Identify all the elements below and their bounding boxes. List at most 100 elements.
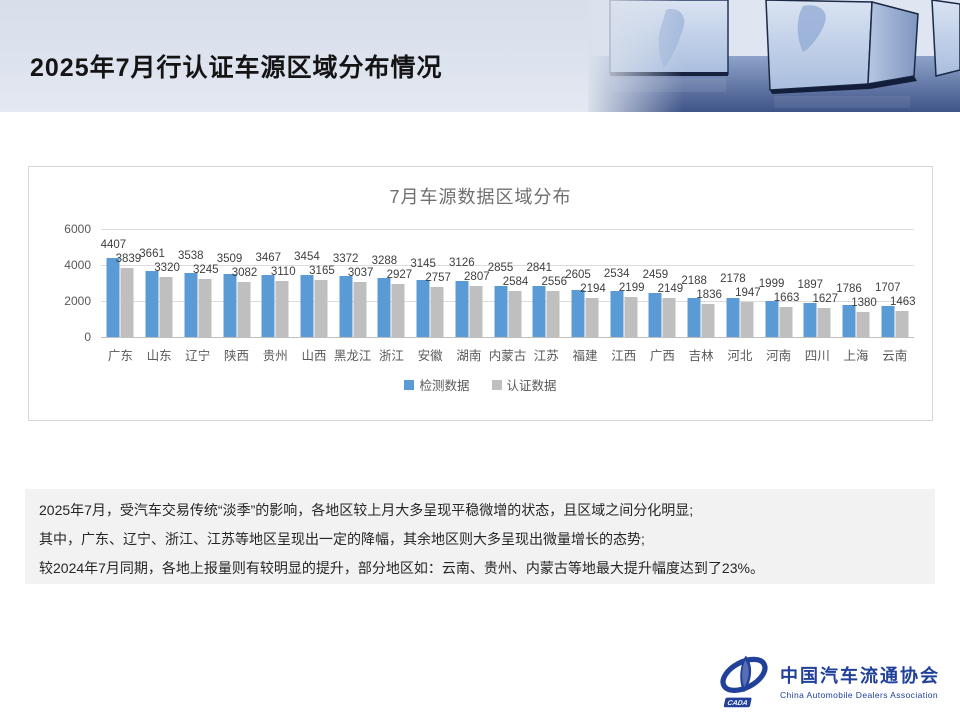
bar-detected — [416, 280, 430, 337]
data-label-detected: 3145 — [410, 258, 436, 271]
data-label-certified: 2757 — [425, 272, 451, 285]
category-label: 江西 — [611, 349, 637, 363]
y-tick-label: 4000 — [64, 258, 91, 272]
bar-groups: 4407 3839 3661 3320 3538 3245 3509 3082 3467 3110… — [100, 229, 916, 337]
bar-pair — [571, 290, 599, 337]
bar-certified — [353, 282, 367, 337]
bar-group: 1786 1380 — [836, 229, 877, 337]
category-label: 福建 — [572, 349, 598, 363]
data-label-detected: 3454 — [294, 251, 320, 264]
data-label-detected: 2841 — [526, 262, 553, 274]
bar-certified — [237, 281, 251, 337]
bar-detected — [300, 274, 314, 337]
category-label: 陕西 — [224, 349, 250, 363]
category-label: 浙江 — [378, 349, 404, 363]
data-label-certified: 2199 — [618, 282, 645, 295]
bar-pair — [610, 291, 638, 337]
org-name-cn: 中国汽车流通协会 — [780, 666, 940, 686]
gridline — [101, 229, 914, 230]
category-label: 上海 — [843, 349, 869, 363]
bar-group: 4407 3839 — [100, 229, 142, 337]
bar-detected — [261, 274, 275, 337]
bar-pair — [377, 277, 405, 337]
bar-certified — [585, 297, 599, 337]
chart-title: 7月车源数据区域分布 — [389, 187, 572, 207]
bar-certified — [624, 297, 638, 337]
bar-group: 2459 2149 — [643, 229, 684, 337]
gridline — [101, 265, 914, 266]
data-label-certified: 3245 — [193, 263, 219, 276]
bar-detected — [184, 273, 198, 337]
bar-certified — [198, 278, 212, 337]
bar-pair — [765, 301, 793, 337]
chart-legend: 检测数据 认证数据 — [29, 375, 932, 394]
bar-detected — [842, 304, 856, 337]
bar-group: 2188 1836 — [681, 229, 722, 337]
x-axis-labels: 广东 山东 辽宁 陕西 贵州 山西 黑龙江 浙江 安徽 湖南 内蒙古 江苏 福建 江西 广西 吉林 河北 河南 四川… — [101, 345, 914, 364]
summary-line: 其中，广东、辽宁、浙江、江苏等地区呈现出一定的降幅，其余地区则大多呈现出微量增长… — [39, 531, 645, 547]
category-label: 广东 — [107, 349, 133, 363]
summary-line: 2025年7月，受汽车交易传统“淡季”的影响，各地区较上月大多呈现平稳微增的状态… — [39, 502, 694, 518]
bar-pair — [261, 274, 289, 337]
bar-detected — [339, 276, 353, 337]
data-label-certified: 3110 — [270, 266, 296, 279]
bar-group: 3126 2807 — [449, 229, 490, 337]
bar-group: 2855 2584 — [488, 229, 528, 337]
data-label-certified: 2556 — [541, 276, 568, 288]
bar-group: 2178 1947 — [720, 229, 761, 337]
data-label-detected: 2178 — [720, 272, 746, 285]
category-label: 四川 — [804, 349, 830, 363]
bar-pair — [532, 285, 560, 337]
bar-detected — [455, 280, 469, 337]
data-label-detected: 3509 — [216, 252, 243, 265]
bar-group: 3661 3320 — [139, 229, 180, 337]
bar-pair — [842, 304, 870, 337]
y-tick-label: 2000 — [64, 294, 91, 308]
category-label: 内蒙古 — [488, 349, 527, 363]
header: 2025年7月行认证车源区域分布情况 — [0, 0, 960, 112]
bar-pair — [726, 297, 754, 337]
category-label: 山东 — [146, 349, 172, 363]
bar-detected — [494, 285, 508, 337]
bar-group: 2534 2199 — [603, 229, 645, 337]
bar-certified — [701, 303, 715, 337]
bar-certified — [740, 301, 754, 337]
data-label-certified: 2149 — [657, 283, 684, 296]
data-label-detected: 4407 — [100, 238, 127, 251]
bar-pair — [106, 257, 134, 337]
bar-group: 1999 1663 — [759, 229, 799, 337]
category-label: 广西 — [649, 349, 675, 363]
data-label-certified: 1380 — [851, 297, 877, 310]
bar-certified — [895, 310, 909, 337]
bar-detected — [803, 302, 817, 337]
bar-detected — [881, 306, 895, 337]
x-axis-line — [101, 337, 914, 338]
category-label: 河南 — [766, 349, 792, 363]
data-label-detected: 2534 — [603, 268, 630, 281]
bar-detected — [532, 285, 546, 337]
bar-certified — [314, 280, 328, 337]
bar-detected — [377, 277, 391, 337]
data-label-detected: 2605 — [565, 268, 591, 281]
data-label-certified: 2194 — [580, 282, 606, 295]
data-label-detected: 3288 — [371, 255, 398, 268]
summary-line: 较2024年7月同期，各地上报量则有较明显的提升，部分地区如：云南、贵州、内蒙古… — [39, 560, 764, 576]
y-tick-label: 0 — [84, 330, 91, 344]
legend-swatch — [491, 379, 502, 390]
data-label-certified: 3165 — [309, 265, 335, 278]
bar-group: 2605 2194 — [565, 229, 606, 337]
bar-certified — [856, 312, 870, 337]
cada-emblem-icon: CADA — [720, 655, 768, 708]
data-label-certified: 3320 — [154, 262, 180, 275]
data-label-detected: 1897 — [797, 278, 824, 291]
category-label: 吉林 — [688, 349, 714, 363]
bar-pair — [494, 285, 522, 337]
gridline — [101, 301, 914, 302]
data-label-certified: 3839 — [115, 252, 142, 265]
legend-swatch — [404, 379, 415, 390]
bar-certified — [159, 277, 173, 337]
bar-pair — [455, 280, 483, 337]
bar-group: 3372 3037 — [333, 229, 373, 337]
data-label-detected: 3126 — [449, 257, 475, 270]
bar-group: 3538 3245 — [178, 229, 219, 337]
